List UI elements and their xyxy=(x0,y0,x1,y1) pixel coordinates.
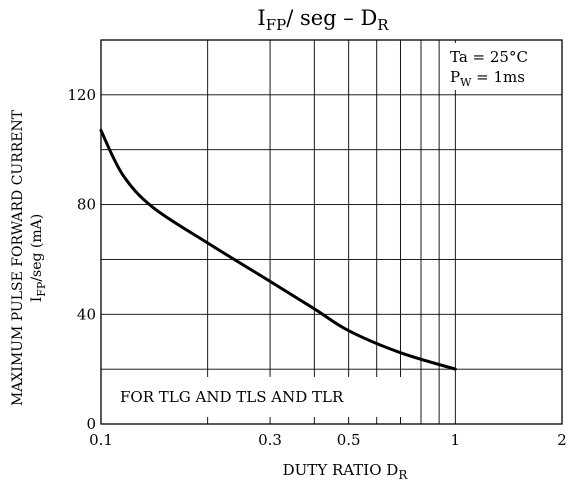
chart-title: IFP/ seg – DR xyxy=(257,6,389,34)
y-axis-label-line1: MAXIMUM PULSE FORWARD CURRENT xyxy=(10,109,26,406)
y-axis-label-line2-rest: /seg (mA) xyxy=(29,214,45,282)
y-tick-label: 80 xyxy=(77,196,96,214)
conditions-box-background xyxy=(443,43,560,90)
x-tick-label: 1 xyxy=(451,431,461,449)
x-tick-label: 0.1 xyxy=(89,431,113,449)
conditions-line2-main: P xyxy=(450,68,460,86)
y-tick-label: 120 xyxy=(67,86,96,104)
x-tick-label: 0.3 xyxy=(258,431,282,449)
y-axis-label: MAXIMUM PULSE FORWARD CURRENT IFP/seg (m… xyxy=(10,109,48,406)
y-gridlines xyxy=(101,94,562,370)
conditions-line2: PW = 1ms xyxy=(450,68,525,89)
conditions-line2-subscript: W xyxy=(460,76,472,89)
x-tick-labels: 0.1 0.3 0.5 1 2 xyxy=(89,431,567,449)
y-axis-label-line2-main: I xyxy=(29,297,45,303)
conditions-line2-rest: = 1ms xyxy=(471,68,525,86)
conditions-line1: Ta = 25°C xyxy=(450,48,528,66)
title-main-subscript: FP xyxy=(266,16,287,34)
x-gridlines xyxy=(207,40,456,424)
title-main: I xyxy=(257,6,265,30)
plot-frame xyxy=(100,39,563,425)
y-tick-label: 40 xyxy=(77,305,96,323)
x-axis-label-main: DUTY RATIO D xyxy=(283,461,399,479)
x-tick-label: 2 xyxy=(557,431,567,449)
title-mid: / seg – D xyxy=(286,6,377,30)
y-tick-labels: 0 40 80 120 xyxy=(67,86,96,433)
y-axis-label-line2: IFP/seg (mA) xyxy=(29,214,48,303)
footer-note-background xyxy=(104,377,404,417)
title-end-subscript: R xyxy=(377,16,389,34)
footer-note: FOR TLG AND TLS AND TLR xyxy=(120,388,344,406)
x-tick-label: 0.5 xyxy=(337,431,361,449)
y-tick-label: 0 xyxy=(86,415,96,433)
x-axis-label-subscript: R xyxy=(398,468,408,482)
y-axis-label-line2-subscript: FP xyxy=(35,281,48,297)
series-line xyxy=(99,129,457,371)
x-axis-label: DUTY RATIO DR xyxy=(283,461,409,482)
